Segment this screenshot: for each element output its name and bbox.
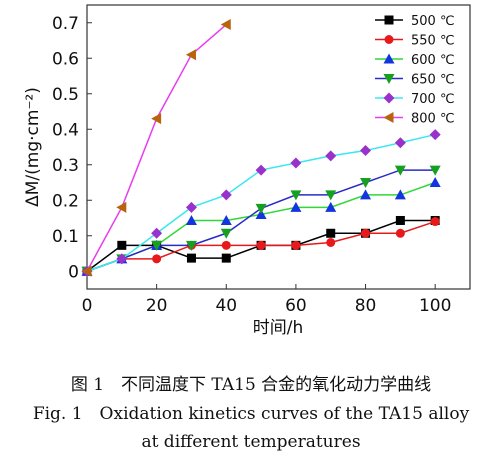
marker [290, 190, 302, 201]
marker [220, 228, 232, 239]
y-tick-label: 0 [68, 262, 79, 282]
caption-line: Fig. 1 Oxidation kinetics curves of the … [33, 404, 470, 424]
legend-label: 600 ℃ [411, 53, 455, 68]
marker [255, 203, 267, 214]
y-tick-label: 0.1 [52, 227, 79, 247]
legend-label: 700 ℃ [411, 92, 455, 107]
series-line [86, 133, 436, 272]
marker [360, 189, 372, 200]
marker [151, 227, 163, 239]
marker [290, 201, 302, 212]
marker [255, 208, 267, 219]
marker [394, 165, 406, 176]
marker [221, 253, 231, 263]
marker [360, 145, 372, 157]
marker [185, 214, 197, 225]
y-axis-label: ΔM/(mg·cm⁻²) [23, 87, 43, 207]
marker [116, 253, 128, 265]
legend-label: 550 ℃ [411, 34, 455, 49]
marker [221, 240, 231, 250]
marker [395, 215, 405, 225]
marker [429, 177, 441, 187]
marker [291, 240, 301, 250]
marker [394, 137, 406, 149]
marker [394, 189, 406, 200]
legend-label: 800 ℃ [411, 112, 455, 127]
y-tick-label: 0.4 [52, 120, 79, 140]
marker [220, 19, 231, 31]
marker [220, 214, 232, 225]
marker [326, 237, 336, 247]
y-tick-label: 0.2 [52, 191, 79, 211]
marker [429, 165, 441, 176]
marker [395, 228, 405, 238]
marker [429, 129, 441, 141]
marker [151, 240, 163, 251]
marker [117, 240, 127, 250]
plot-frame [86, 4, 471, 290]
marker [185, 49, 196, 61]
y-tick-label: 0.6 [52, 49, 79, 69]
x-tick-label: 20 [146, 296, 168, 316]
caption-line: at different temperatures [141, 432, 360, 452]
legend-marker [383, 92, 395, 104]
legend-marker [383, 53, 395, 64]
marker [116, 201, 127, 213]
marker [185, 201, 197, 213]
y-tick-label: 0.3 [52, 156, 79, 176]
marker [81, 265, 92, 277]
marker [220, 189, 232, 201]
marker [185, 240, 197, 251]
legend-label: 500 ℃ [411, 14, 455, 29]
marker [255, 164, 267, 176]
marker [325, 190, 337, 201]
marker [152, 254, 162, 264]
x-axis-label: 时间/h [253, 318, 304, 338]
marker [256, 240, 266, 250]
legend-marker [384, 15, 394, 25]
x-tick-label: 100 [419, 296, 451, 316]
marker [326, 228, 336, 238]
x-tick-label: 60 [285, 296, 307, 316]
legend-marker [384, 35, 394, 44]
legend-marker [383, 74, 395, 84]
marker [186, 253, 196, 263]
y-tick-label: 0.7 [52, 14, 79, 34]
marker [430, 217, 440, 227]
x-tick-label: 0 [82, 296, 93, 316]
marker [290, 157, 302, 169]
x-tick-label: 40 [215, 296, 237, 316]
marker [325, 150, 337, 162]
legend-marker [383, 112, 394, 123]
series-line [86, 169, 436, 272]
marker [325, 201, 337, 212]
marker [361, 228, 371, 238]
y-tick-label: 0.5 [52, 85, 79, 105]
x-tick-label: 80 [355, 296, 377, 316]
legend-label: 650 ℃ [411, 73, 455, 88]
caption-line: 图 1 不同温度下 TA15 合金的氧化动力学曲线 [71, 375, 431, 395]
marker [151, 113, 162, 125]
marker [360, 178, 372, 188]
